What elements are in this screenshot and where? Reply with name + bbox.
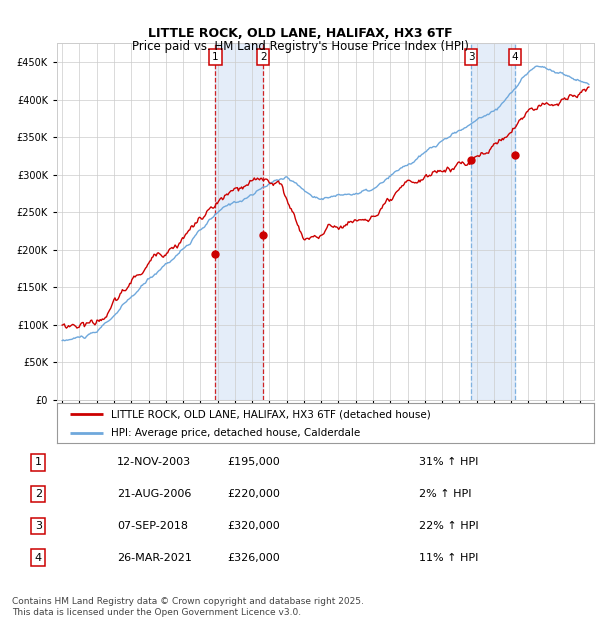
Bar	[471, 43, 515, 400]
Text: 21-AUG-2006: 21-AUG-2006	[117, 489, 191, 499]
Text: 22% ↑ HPI: 22% ↑ HPI	[419, 521, 479, 531]
Text: 3: 3	[468, 52, 475, 63]
Bar	[215, 43, 263, 400]
Text: £220,000: £220,000	[227, 489, 280, 499]
Text: 31% ↑ HPI: 31% ↑ HPI	[419, 458, 479, 467]
Text: 26-MAR-2021: 26-MAR-2021	[117, 552, 191, 562]
Text: 4: 4	[35, 552, 42, 562]
Text: 12-NOV-2003: 12-NOV-2003	[117, 458, 191, 467]
Text: Contains HM Land Registry data © Crown copyright and database right 2025.
This d: Contains HM Land Registry data © Crown c…	[12, 598, 364, 617]
Text: Price paid vs. HM Land Registry's House Price Index (HPI): Price paid vs. HM Land Registry's House …	[131, 40, 469, 53]
Text: 11% ↑ HPI: 11% ↑ HPI	[419, 552, 479, 562]
Text: £320,000: £320,000	[227, 521, 280, 531]
Text: £326,000: £326,000	[227, 552, 280, 562]
Text: 4: 4	[512, 52, 518, 63]
Text: 07-SEP-2018: 07-SEP-2018	[117, 521, 188, 531]
Text: 3: 3	[35, 521, 41, 531]
Text: LITTLE ROCK, OLD LANE, HALIFAX, HX3 6TF: LITTLE ROCK, OLD LANE, HALIFAX, HX3 6TF	[148, 27, 452, 40]
Text: 1: 1	[212, 52, 218, 63]
Text: LITTLE ROCK, OLD LANE, HALIFAX, HX3 6TF (detached house): LITTLE ROCK, OLD LANE, HALIFAX, HX3 6TF …	[111, 409, 430, 419]
Text: £195,000: £195,000	[227, 458, 280, 467]
Text: 1: 1	[35, 458, 41, 467]
Text: 2: 2	[35, 489, 42, 499]
Text: 2: 2	[260, 52, 266, 63]
Text: HPI: Average price, detached house, Calderdale: HPI: Average price, detached house, Cald…	[111, 428, 360, 438]
Text: 2% ↑ HPI: 2% ↑ HPI	[419, 489, 472, 499]
